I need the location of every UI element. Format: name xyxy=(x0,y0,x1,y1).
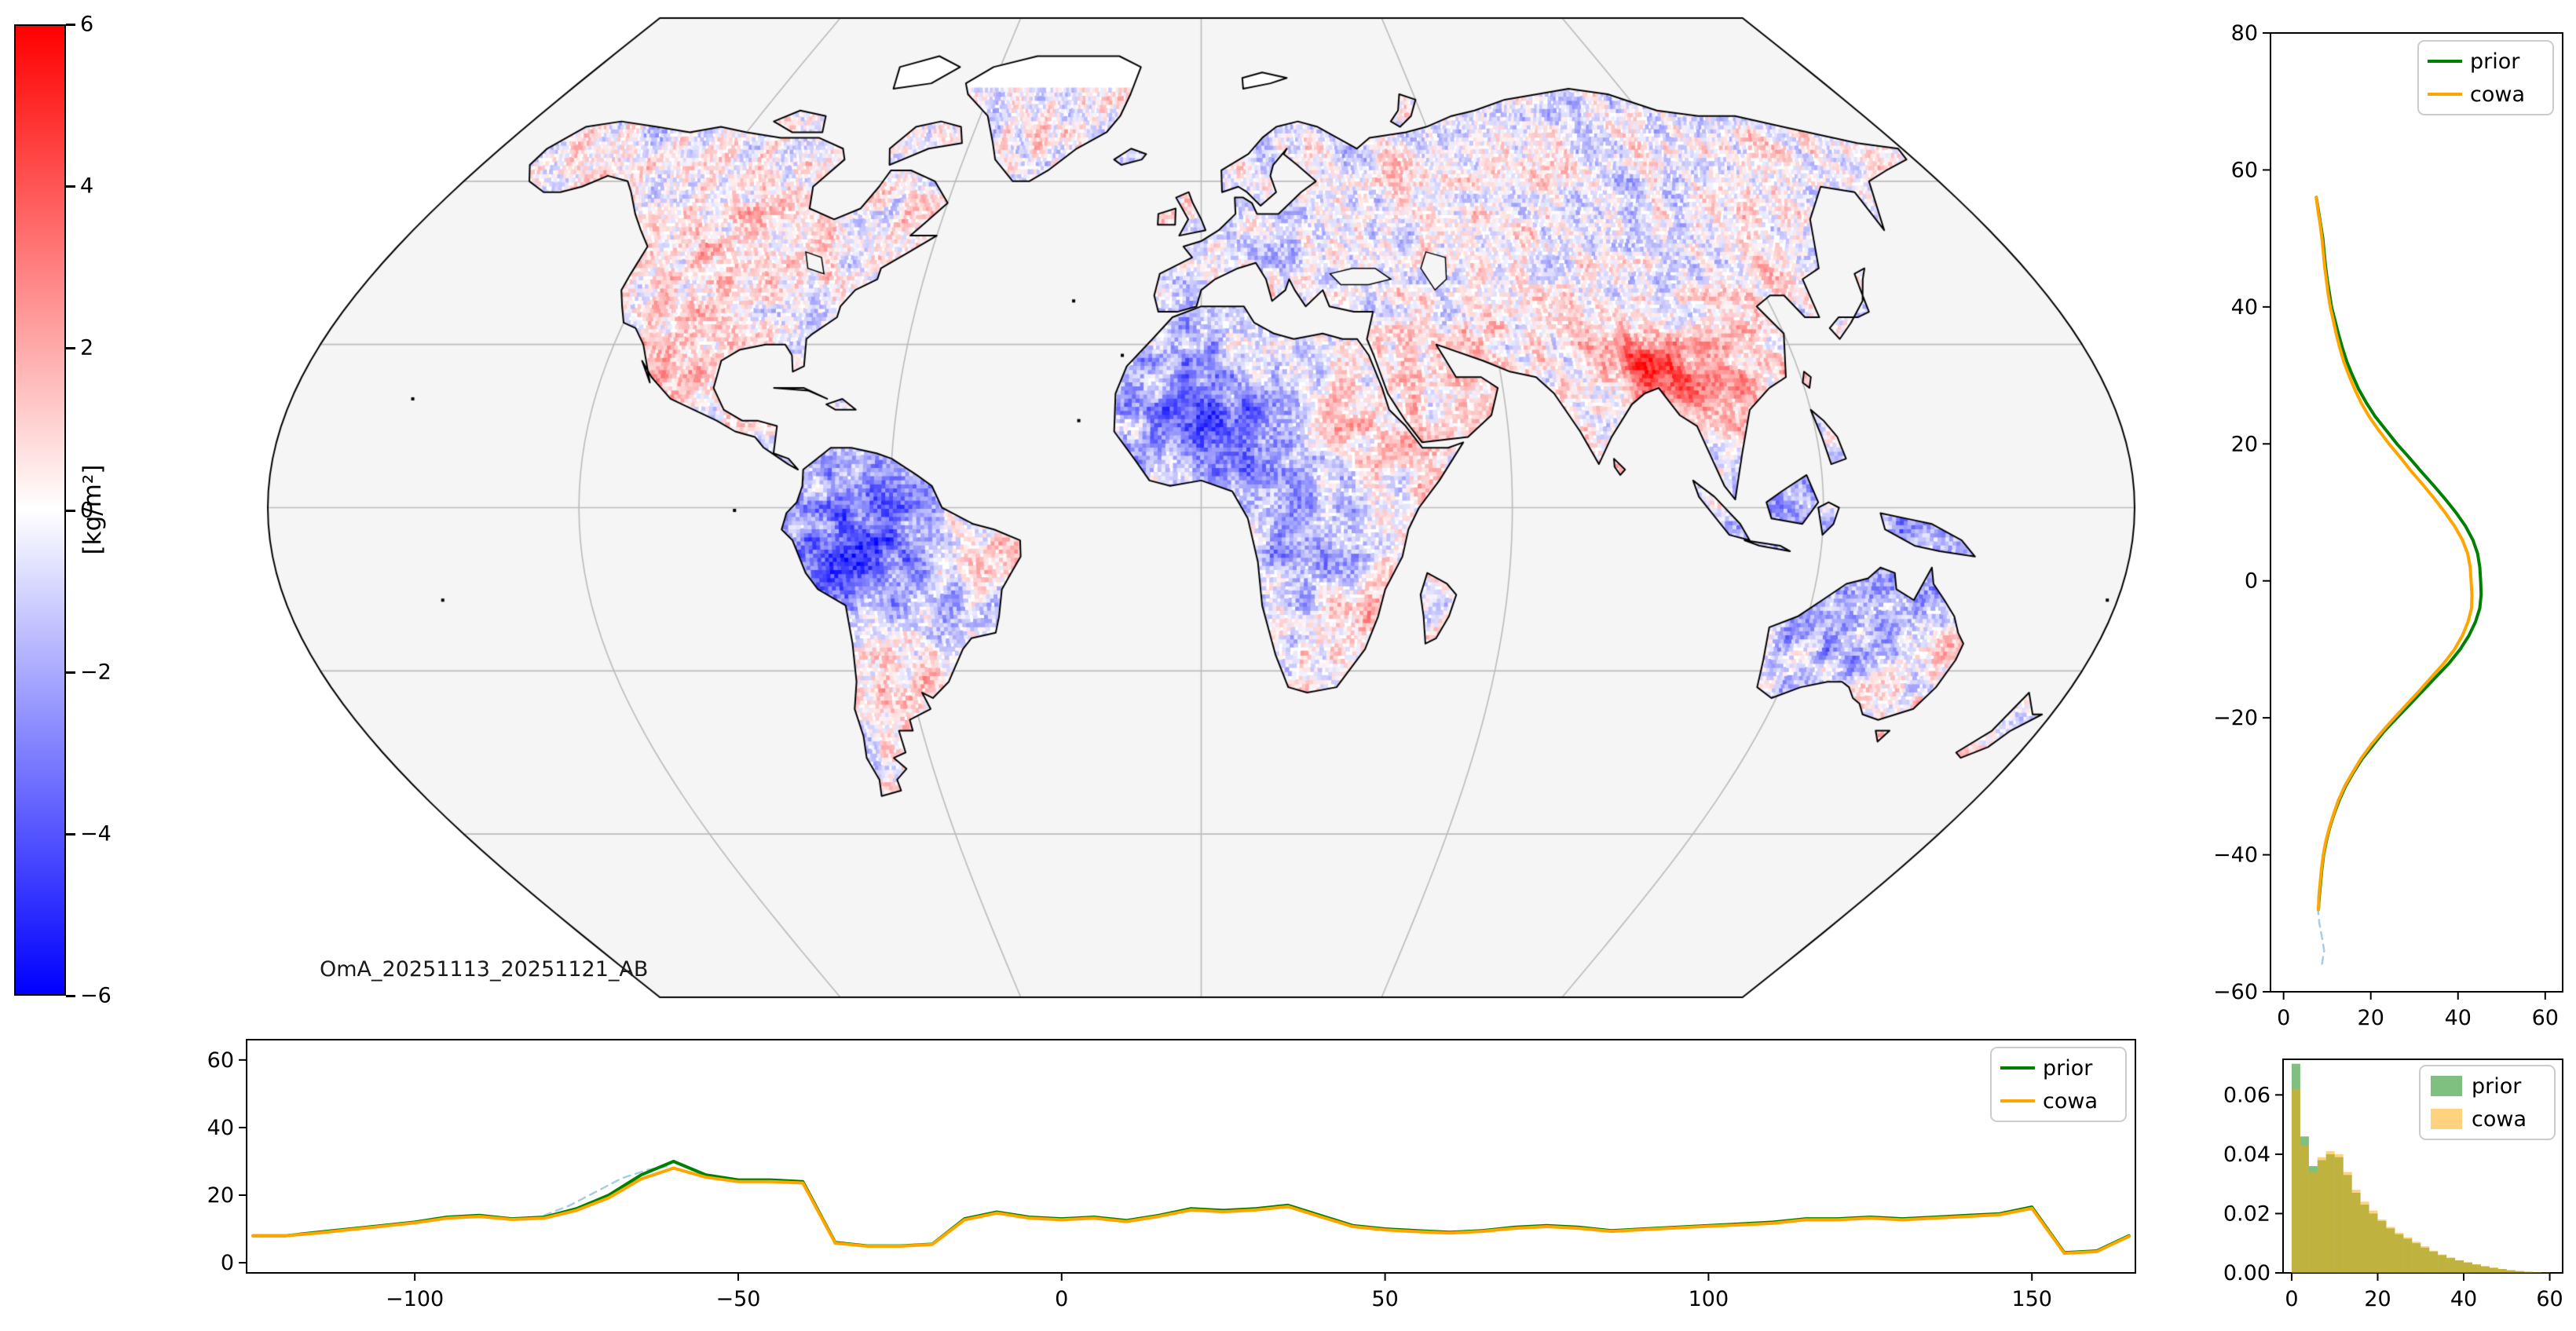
svg-text:40: 40 xyxy=(207,1116,234,1140)
svg-text:−50: −50 xyxy=(715,1287,760,1311)
svg-text:0.00: 0.00 xyxy=(2223,1261,2270,1285)
svg-text:40: 40 xyxy=(2231,295,2258,320)
svg-text:80: 80 xyxy=(2231,21,2258,46)
svg-text:150: 150 xyxy=(2011,1287,2052,1311)
svg-text:−60: −60 xyxy=(2213,980,2258,1004)
svg-text:prior: prior xyxy=(2470,49,2520,74)
colorbar-tick xyxy=(66,995,75,997)
svg-text:20: 20 xyxy=(2364,1287,2391,1311)
svg-text:60: 60 xyxy=(2532,1006,2559,1030)
svg-text:−100: −100 xyxy=(386,1287,444,1311)
svg-text:0: 0 xyxy=(2285,1287,2298,1311)
svg-text:50: 50 xyxy=(1371,1287,1398,1311)
colorbar-label: [kg/m²] xyxy=(79,464,107,555)
svg-text:0: 0 xyxy=(221,1251,234,1275)
map-title: OmA_20251113_20251121_AB xyxy=(320,957,649,982)
svg-text:60: 60 xyxy=(2536,1287,2563,1311)
svg-text:0.02: 0.02 xyxy=(2223,1201,2270,1226)
svg-text:40: 40 xyxy=(2445,1006,2472,1030)
colorbar-tick xyxy=(66,671,75,674)
svg-text:40: 40 xyxy=(2450,1287,2477,1311)
svg-text:−20: −20 xyxy=(2213,706,2258,730)
zonal-profile-panel: 0 20 40 60 80 60 40 20 0 −20 −40 −60 prior cowa xyxy=(2213,21,2563,1030)
svg-text:prior: prior xyxy=(2472,1074,2522,1099)
colorbar-gradient xyxy=(14,24,66,996)
svg-text:20: 20 xyxy=(207,1183,234,1208)
svg-text:0.04: 0.04 xyxy=(2223,1143,2270,1167)
svg-text:60: 60 xyxy=(207,1048,234,1073)
map-panel: OmA_20251113_20251121_AB xyxy=(263,13,2139,1002)
svg-text:prior: prior xyxy=(2043,1056,2093,1081)
svg-text:cowa: cowa xyxy=(2043,1089,2098,1113)
colorbar-tick-label: 4 xyxy=(80,174,94,199)
colorbar-tick-label: 6 xyxy=(80,12,94,37)
svg-text:0: 0 xyxy=(1055,1287,1068,1311)
svg-text:0: 0 xyxy=(2245,569,2258,594)
colorbar-tick-label: 2 xyxy=(80,335,94,360)
colorbar-tick xyxy=(66,832,75,836)
world-map-canvas xyxy=(263,13,2139,1002)
svg-text:cowa: cowa xyxy=(2472,1107,2527,1132)
svg-text:0: 0 xyxy=(2277,1006,2290,1030)
svg-text:60: 60 xyxy=(2231,158,2258,182)
colorbar-tick xyxy=(66,24,75,26)
svg-text:cowa: cowa xyxy=(2470,82,2525,107)
colorbar-tick xyxy=(66,185,75,188)
colorbar-tick xyxy=(66,509,75,512)
svg-text:20: 20 xyxy=(2358,1006,2384,1030)
svg-text:−40: −40 xyxy=(2213,843,2258,868)
colorbar-tick-label: 0 xyxy=(80,498,94,522)
longitude-mean-panel: −100 −50 0 50 100 150 0 20 40 60 prior cowa xyxy=(207,1039,2136,1311)
colorbar-tick-label: −4 xyxy=(80,821,112,847)
svg-text:20: 20 xyxy=(2231,432,2258,456)
colorbar-tick-label: −6 xyxy=(80,983,112,1008)
svg-text:0.06: 0.06 xyxy=(2223,1083,2270,1107)
svg-text:100: 100 xyxy=(1689,1287,1729,1311)
colorbar-tick-label: −2 xyxy=(80,660,112,685)
colorbar-tick xyxy=(66,347,75,350)
histogram-panel: 0 20 40 60 0.00 0.02 0.04 0.06 prior cowa xyxy=(2223,1059,2563,1311)
